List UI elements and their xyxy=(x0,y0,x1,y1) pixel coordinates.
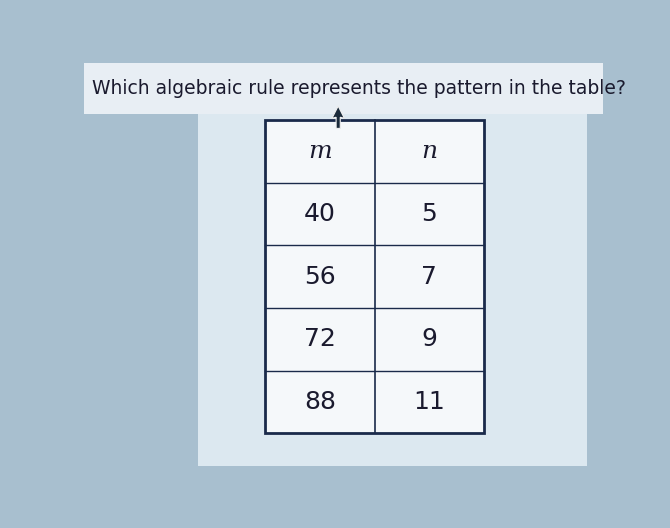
FancyBboxPatch shape xyxy=(84,63,603,114)
Text: 7: 7 xyxy=(421,265,437,289)
Text: 40: 40 xyxy=(304,202,336,226)
Text: n: n xyxy=(421,140,437,163)
Text: 5: 5 xyxy=(421,202,437,226)
Text: 72: 72 xyxy=(304,327,336,352)
Text: 9: 9 xyxy=(421,327,437,352)
FancyBboxPatch shape xyxy=(198,114,588,466)
Text: 56: 56 xyxy=(304,265,336,289)
Text: Which algebraic rule represents the pattern in the table?: Which algebraic rule represents the patt… xyxy=(92,79,625,98)
Text: 11: 11 xyxy=(413,390,445,414)
Text: m: m xyxy=(308,140,332,163)
Text: 88: 88 xyxy=(304,390,336,414)
Polygon shape xyxy=(332,106,344,128)
FancyBboxPatch shape xyxy=(265,120,484,433)
